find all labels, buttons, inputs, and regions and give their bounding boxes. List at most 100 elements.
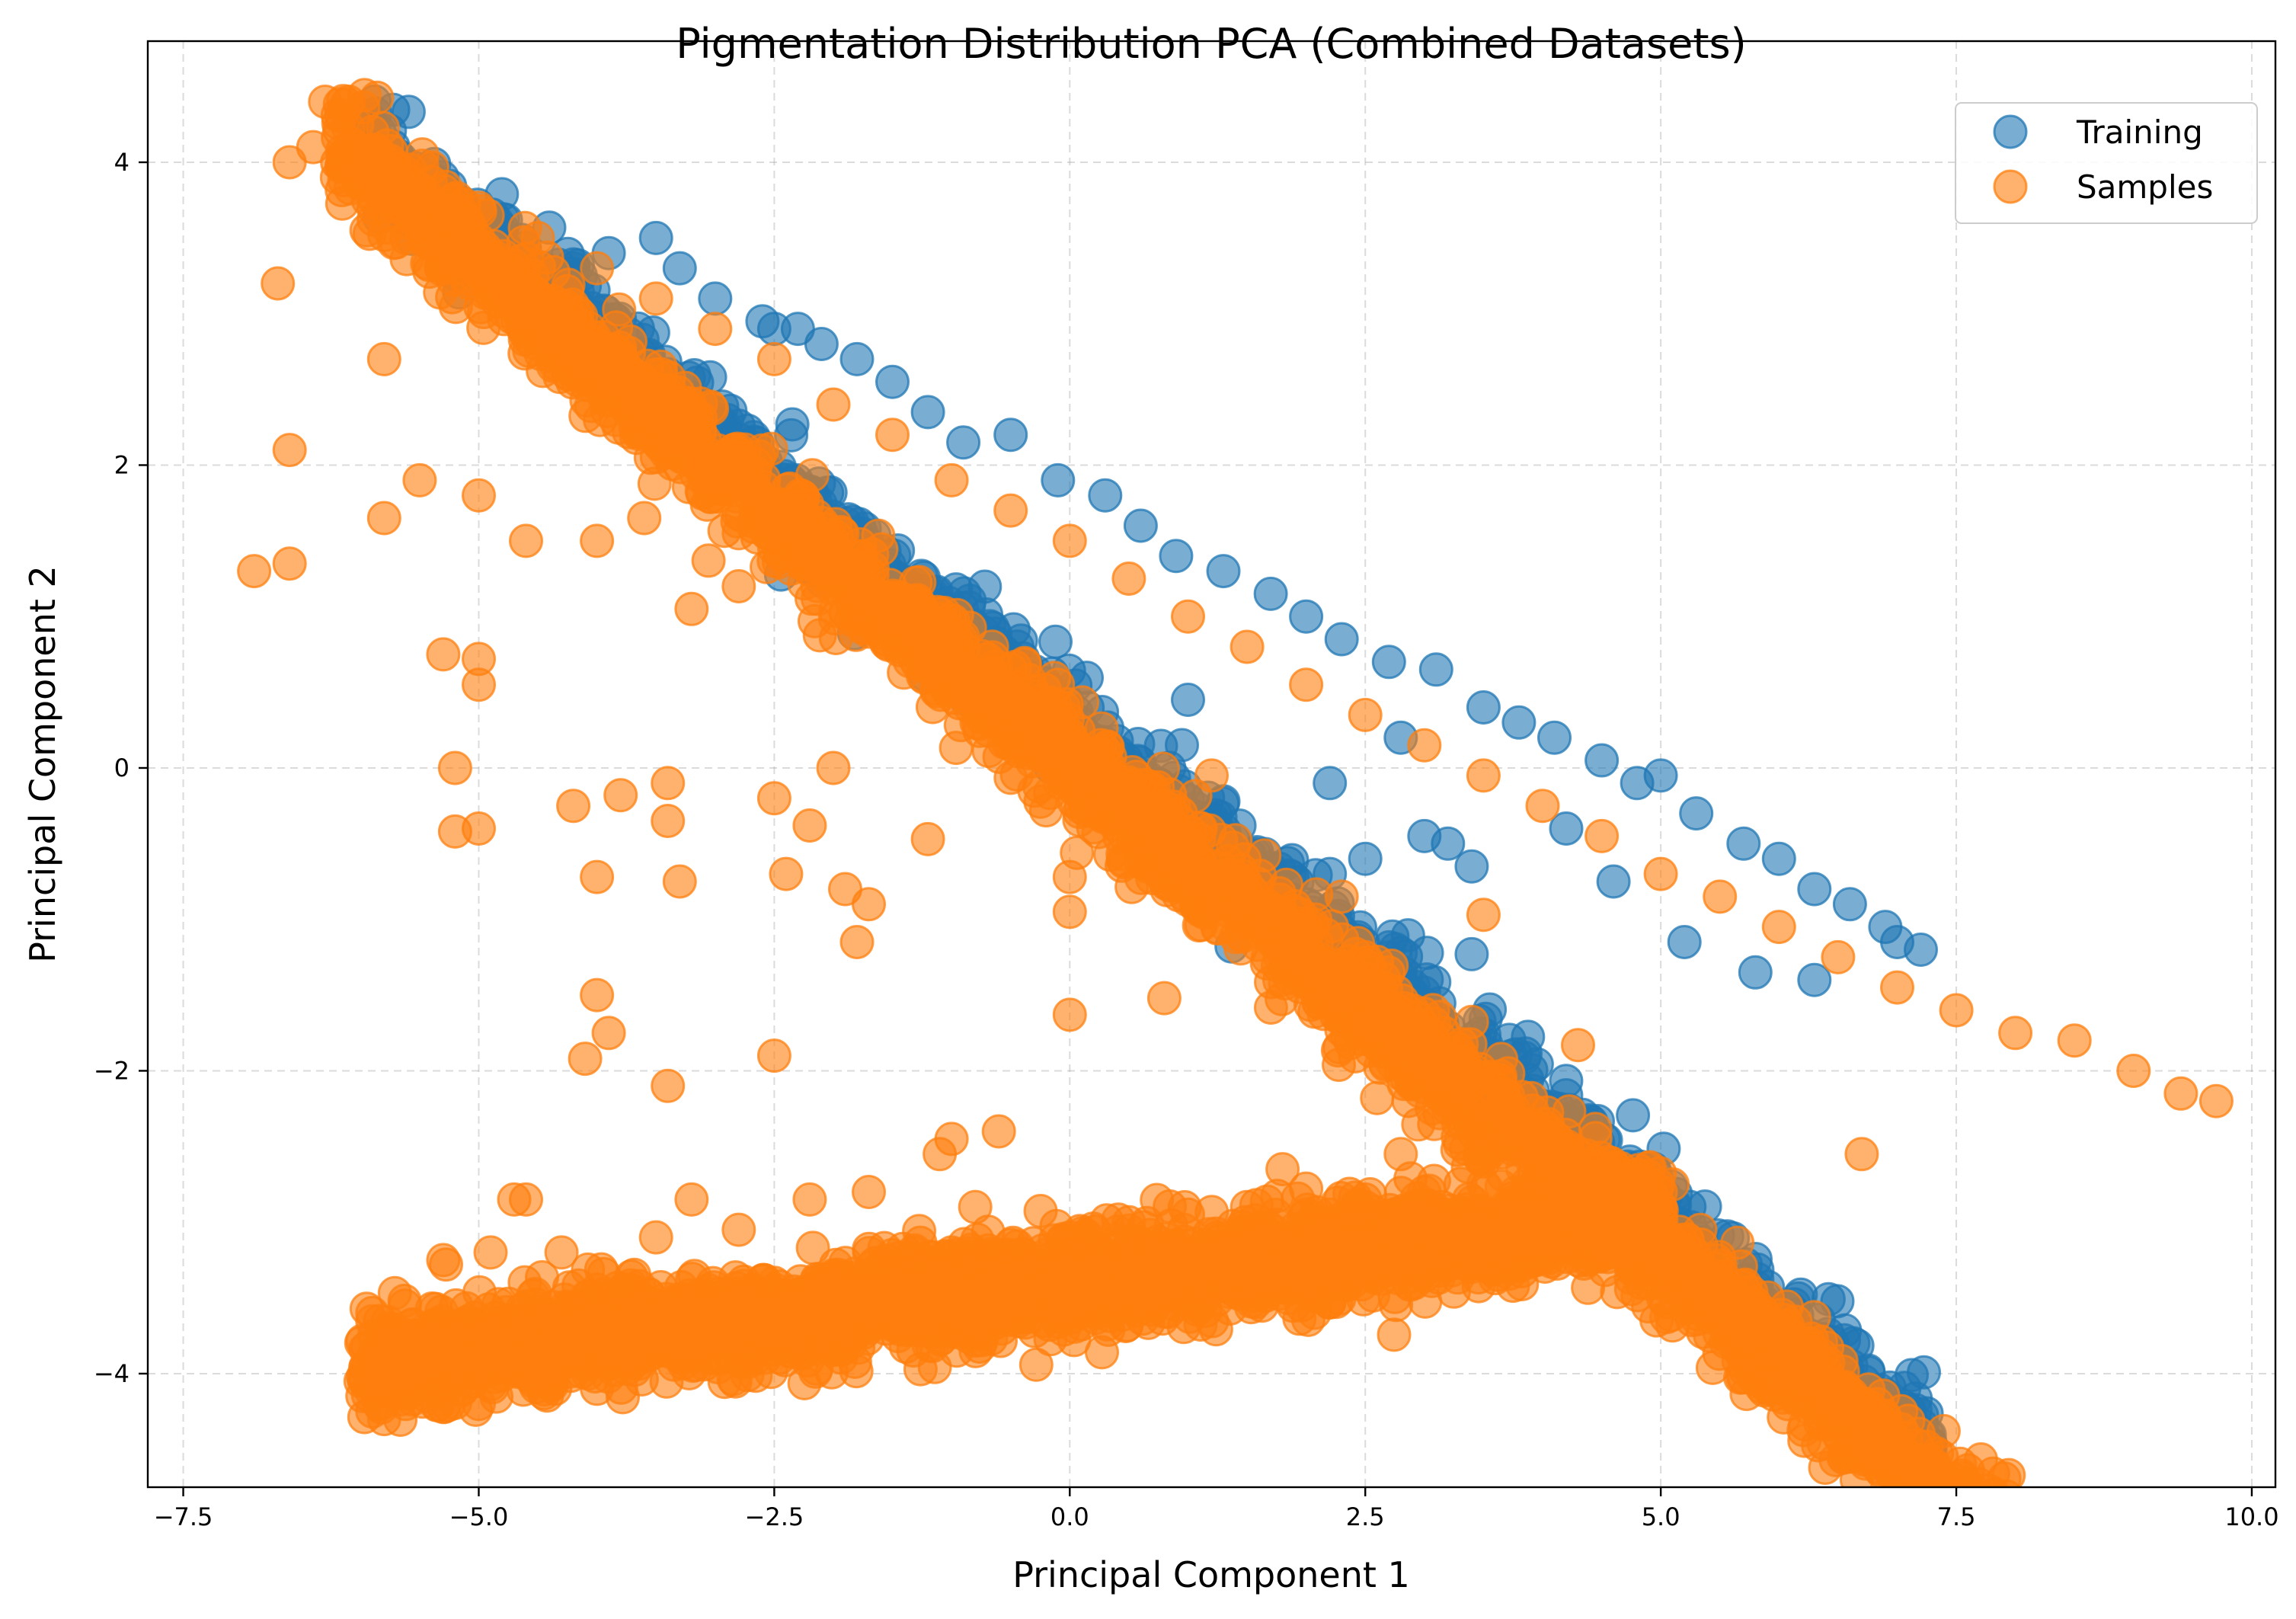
data-point-training bbox=[1679, 796, 1714, 831]
data-point-training bbox=[638, 220, 673, 255]
data-point-training bbox=[1667, 925, 1702, 959]
data-point-samples bbox=[2031, 1550, 2063, 1582]
data-point-samples bbox=[2078, 1597, 2110, 1619]
data-point-training bbox=[993, 418, 1028, 453]
data-point-samples bbox=[1974, 1531, 2006, 1563]
data-point-samples bbox=[2049, 1550, 2081, 1582]
data-point-samples bbox=[2030, 1579, 2062, 1611]
data-point-training bbox=[1041, 462, 1076, 498]
data-point-training bbox=[1797, 872, 1832, 907]
data-point-samples bbox=[2071, 1570, 2103, 1602]
data-point-samples bbox=[2089, 1603, 2121, 1619]
data-point-training bbox=[1880, 925, 1914, 959]
data-point-training bbox=[1596, 864, 1631, 899]
data-point-samples bbox=[2059, 1576, 2091, 1608]
data-point-training bbox=[1431, 826, 1466, 861]
data-point-samples bbox=[1766, 1380, 1801, 1415]
data-point-samples bbox=[1994, 1559, 2026, 1591]
data-point-samples bbox=[2032, 1559, 2064, 1591]
data-point-samples bbox=[1983, 1509, 2015, 1541]
data-point-samples bbox=[710, 463, 745, 498]
data-point-samples bbox=[2074, 1600, 2106, 1619]
data-point-samples bbox=[1468, 1060, 1503, 1095]
data-point-samples bbox=[2007, 1520, 2039, 1552]
data-point-samples bbox=[2025, 1574, 2057, 1606]
data-point-samples bbox=[2038, 1545, 2070, 1577]
data-point-samples bbox=[2042, 1525, 2074, 1557]
data-point-samples bbox=[1916, 1467, 1951, 1487]
data-point-samples bbox=[987, 725, 1022, 760]
data-point-samples bbox=[2013, 1506, 2045, 1538]
data-point-samples bbox=[1986, 1525, 2018, 1557]
data-point-samples bbox=[1998, 1547, 2030, 1579]
data-point-training bbox=[1454, 936, 1489, 971]
data-point-training bbox=[1454, 849, 1489, 884]
data-point-samples bbox=[1987, 1509, 2019, 1541]
data-point-samples bbox=[2072, 1614, 2104, 1619]
data-point-samples bbox=[2011, 1553, 2043, 1585]
data-point-samples bbox=[2045, 1545, 2077, 1577]
data-point-samples bbox=[2029, 1537, 2061, 1569]
data-point-samples bbox=[2092, 1585, 2124, 1617]
data-point-samples bbox=[2013, 1570, 2045, 1602]
data-point-training bbox=[1253, 576, 1288, 611]
data-point-samples bbox=[1984, 1533, 2016, 1565]
data-point-samples bbox=[1926, 1413, 1961, 1448]
data-point-samples bbox=[2052, 1537, 2084, 1569]
data-point-samples bbox=[1991, 1553, 2023, 1585]
data-point-samples bbox=[1989, 1529, 2021, 1561]
data-point-samples bbox=[2049, 1592, 2081, 1619]
data-point-samples bbox=[2081, 1585, 2113, 1617]
data-point-samples bbox=[2000, 1523, 2032, 1555]
data-point-training bbox=[698, 281, 733, 316]
data-point-samples bbox=[1405, 1009, 1441, 1044]
data-point-samples bbox=[1991, 1510, 2023, 1542]
data-point-samples bbox=[2000, 1538, 2032, 1570]
data-point-samples bbox=[1981, 1534, 2013, 1566]
data-point-samples bbox=[2009, 1537, 2041, 1569]
data-point-samples bbox=[1989, 1537, 2021, 1569]
data-point-samples bbox=[2053, 1587, 2085, 1619]
data-point-samples bbox=[1991, 1572, 2023, 1604]
data-point-training bbox=[662, 251, 697, 286]
data-point-training bbox=[1616, 1098, 1651, 1133]
data-point-training bbox=[910, 395, 945, 430]
data-point-samples bbox=[1972, 1516, 2004, 1548]
data-point-samples bbox=[1058, 763, 1093, 798]
data-point-samples bbox=[2055, 1601, 2087, 1619]
data-point-samples bbox=[2029, 1562, 2061, 1594]
data-point-samples bbox=[2004, 1517, 2036, 1549]
data-point-samples bbox=[1979, 1523, 2011, 1555]
data-point-samples bbox=[2055, 1587, 2087, 1619]
data-point-samples bbox=[964, 638, 999, 674]
data-point-samples bbox=[1680, 1250, 1716, 1285]
data-point-samples bbox=[2070, 1574, 2102, 1606]
data-point-samples bbox=[1967, 1564, 1999, 1596]
data-point-samples bbox=[2000, 1538, 2032, 1570]
data-point-samples bbox=[1987, 1554, 2019, 1586]
data-point-training bbox=[1159, 539, 1194, 574]
data-point-samples bbox=[436, 235, 471, 269]
data-point-samples bbox=[1989, 1529, 2021, 1561]
data-point-samples bbox=[2069, 1591, 2101, 1619]
data-point-training bbox=[1418, 652, 1453, 687]
data-point-samples bbox=[2054, 1596, 2086, 1619]
data-point-samples bbox=[602, 292, 637, 327]
data-point-samples bbox=[2074, 1605, 2106, 1619]
data-point-training bbox=[875, 364, 910, 399]
data-point-samples bbox=[1975, 1497, 2007, 1529]
data-point-samples bbox=[2045, 1556, 2077, 1588]
data-point-samples bbox=[2025, 1614, 2057, 1619]
data-point-samples bbox=[1797, 1358, 1832, 1393]
scatter-points bbox=[237, 78, 2234, 1619]
data-point-samples bbox=[2014, 1551, 2046, 1583]
data-point-samples bbox=[2044, 1609, 2076, 1619]
data-point-samples bbox=[1948, 1531, 1980, 1563]
data-point-samples bbox=[1999, 1510, 2031, 1542]
data-point-samples bbox=[2031, 1554, 2063, 1586]
data-point-samples bbox=[1978, 1492, 2010, 1524]
data-point-samples bbox=[2001, 1489, 2033, 1521]
data-point-samples bbox=[2000, 1526, 2032, 1558]
data-point-samples bbox=[2032, 1579, 2064, 1611]
data-point-samples bbox=[1964, 1534, 1996, 1566]
